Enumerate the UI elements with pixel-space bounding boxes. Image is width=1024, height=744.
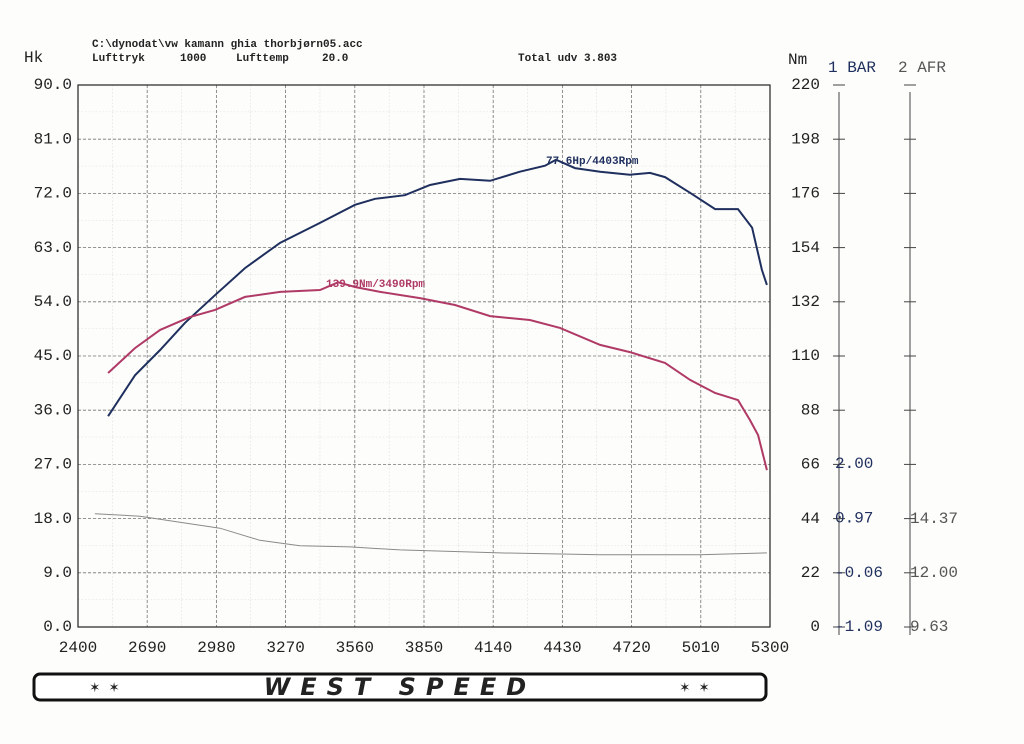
y2-tick-label: 0: [810, 618, 820, 636]
y2-tick-label: 22: [801, 564, 820, 582]
x-tick-label: 4720: [612, 639, 650, 657]
afr_axis-tick-label: 14.37: [910, 510, 958, 528]
info: Lufttemp: [236, 53, 289, 65]
y2-tick-label: 110: [791, 347, 820, 365]
y-tick-label: 18.0: [34, 510, 72, 528]
y-tick-label: 0.0: [43, 618, 72, 636]
logo: WEST SPEED: [264, 673, 536, 701]
x-tick-label: 3270: [266, 639, 304, 657]
y-tick-label: 81.0: [34, 130, 72, 148]
info: 1000: [180, 53, 206, 65]
bar_axis-tick-label: 2.00: [835, 455, 873, 473]
bar_axis-tick-label: -1.09: [835, 618, 883, 636]
y-tick-label: 72.0: [34, 185, 72, 203]
annotation: 139.9Nm/3490Rpm: [326, 279, 425, 291]
y-tick-label: 45.0: [34, 347, 72, 365]
y2-tick-label: 88: [801, 401, 820, 419]
afr-axis-label: 2 AFR: [898, 59, 946, 77]
y-tick-label: 63.0: [34, 239, 72, 257]
x-tick-label: 5300: [751, 639, 789, 657]
x-tick-label: 2980: [197, 639, 235, 657]
y-axis-label: Hk: [24, 49, 43, 67]
afr_axis-tick-label: 9.63: [910, 618, 948, 636]
x-tick-label: 4140: [474, 639, 512, 657]
y2-tick-label: 220: [791, 76, 820, 94]
series-line: [107, 158, 768, 417]
y2-axis-label: Nm: [788, 51, 807, 69]
bar_axis-tick-label: 0.97: [835, 510, 873, 528]
x-tick-label: 5010: [682, 639, 720, 657]
y2-tick-label: 44: [801, 510, 820, 528]
series-line: [107, 281, 768, 471]
y2-tick-label: 198: [791, 130, 820, 148]
y-tick-label: 54.0: [34, 293, 72, 311]
y-tick-label: 27.0: [34, 456, 72, 474]
y-tick-label: 90.0: [34, 76, 72, 94]
file-name: C:\dynodat\vw kamann ghia thorbjørn05.ac…: [92, 39, 363, 51]
x-tick-label: 2400: [59, 639, 97, 657]
x-tick-label: 2690: [128, 639, 166, 657]
y2-tick-label: 176: [791, 185, 820, 203]
y-tick-label: 36.0: [34, 401, 72, 419]
info: Lufttryk: [92, 53, 145, 65]
info: 20.0: [322, 53, 348, 65]
bar-axis-label: 1 BAR: [828, 59, 876, 77]
total: Total udv 3.803: [518, 53, 617, 65]
bar_axis-tick-label: -0.06: [835, 564, 883, 582]
afr_axis-tick-label: 12.00: [910, 564, 958, 582]
y2-tick-label: 154: [791, 239, 820, 257]
plot-frame: [77, 84, 771, 628]
logo-frame: [32, 672, 768, 702]
logo-stars: ✶ ✶: [680, 679, 709, 697]
series-line: [94, 513, 767, 556]
x-tick-label: 3850: [405, 639, 443, 657]
y2-tick-label: 66: [801, 456, 820, 474]
logo-stars: ✶ ✶: [90, 679, 119, 697]
y2-tick-label: 132: [791, 293, 820, 311]
y-tick-label: 9.0: [43, 564, 72, 582]
x-tick-label: 4430: [543, 639, 581, 657]
x-tick-label: 3560: [336, 639, 374, 657]
